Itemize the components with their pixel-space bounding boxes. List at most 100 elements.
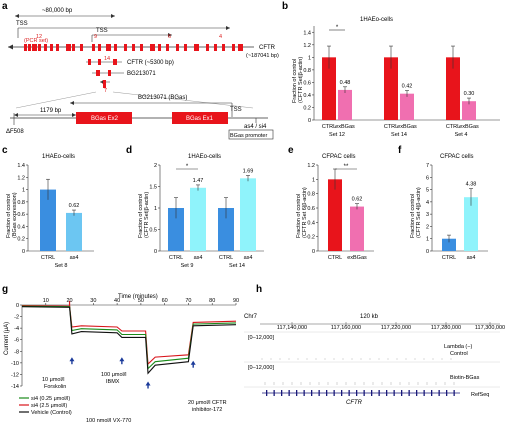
cftr-exon — [238, 44, 243, 51]
h-exon-mark — [371, 390, 373, 396]
y-tick-label: 0.4 — [303, 93, 311, 99]
delta-f508-label: ΔF508 — [6, 129, 24, 135]
h-exon-mark — [438, 390, 440, 396]
exon-number: 4 — [219, 34, 222, 40]
data-label: 1.69 — [243, 168, 254, 174]
panel-e: e CFPAC cells Fraction of control (CFTR S… — [288, 145, 374, 261]
g-x-tick-label: 80 — [209, 298, 215, 304]
g-annotation-inhibitor-2: inhibitor-172 — [192, 407, 222, 413]
bar-as4 — [66, 212, 82, 251]
tss-label-1: TSS — [16, 21, 28, 27]
y-tick-label: 0.6 — [303, 80, 311, 86]
h-coord-label: 117,280,000 — [431, 325, 461, 331]
bar-ctrl — [218, 208, 234, 251]
h-exon-mark — [386, 390, 388, 396]
cftr-exon — [44, 44, 47, 51]
bgas-detail-label: BG213071 (BGas) — [138, 95, 187, 101]
cftr-exon — [194, 44, 199, 51]
g-annotation-ibmx-1: 100 μmol/l — [101, 372, 127, 378]
chart-ylabel: Fraction of control — [6, 194, 12, 238]
bar-ctrl — [442, 238, 456, 251]
panel-f: f CFPAC cells Fraction of control (CFTR S… — [398, 145, 488, 261]
y-tick-label: 3 — [426, 212, 429, 218]
g-trace-vehicle — [21, 306, 237, 375]
h-coord-label: 117,140,000 — [277, 325, 307, 331]
y-tick-label: 1 — [154, 206, 157, 212]
cftr-exon — [72, 44, 75, 51]
cftr-exon — [132, 44, 135, 51]
cftr-exon — [38, 44, 41, 51]
g-x-tick-label: 10 — [43, 298, 49, 304]
panel-a: a ~80,000 bp TSS TSS (PCR set) 12 9 6 4 … — [2, 1, 279, 140]
tss-arrowhead-2 — [168, 33, 172, 37]
zoom-line — [15, 91, 97, 109]
y-tick-label: 0.8 — [17, 200, 25, 206]
bar-as4 — [240, 178, 256, 251]
g-annotation-arrowhead — [69, 357, 75, 362]
y-tick-label: 1.4 — [17, 163, 25, 169]
category-label: CTRL — [41, 255, 55, 261]
chart-title-c: 1HAEo-cells — [42, 154, 75, 160]
panel-label-d: d — [126, 145, 132, 156]
data-label: 0.62 — [69, 203, 80, 209]
h-exon-mark — [416, 390, 418, 396]
tss-arrowhead-1 — [226, 26, 230, 30]
bgas-ex1-box — [172, 112, 228, 124]
zoom-line — [112, 91, 254, 109]
h-coord-label: 117,220,000 — [381, 325, 411, 331]
y-tick-label: 5 — [426, 188, 429, 194]
panel-label-e: e — [288, 145, 294, 156]
bgas-ex2-box — [76, 112, 132, 124]
g-y-tick-label: -10 — [11, 361, 19, 367]
bar-as4 — [464, 197, 478, 251]
h-chr-label: Chr7 — [244, 314, 258, 320]
panel-h: h Chr7 120 kb 117,140,000 117,160,000 117,… — [244, 284, 505, 406]
y-tick-label: 1.2 — [17, 175, 25, 181]
y-tick-label: 0 — [22, 249, 25, 255]
h-exon-mark — [356, 390, 358, 396]
g-annotation-inhibitor-1: 20 μmol/l CFTR — [188, 400, 227, 406]
panel-label-a: a — [2, 1, 8, 12]
h-track2-label: Biotin-BGas — [450, 375, 480, 381]
span-label: ~80,000 bp — [42, 8, 73, 14]
panel-c: c 1HAEo-cells Fraction of control (BGas e… — [2, 145, 94, 269]
h-scale-label: 120 kb — [360, 314, 379, 320]
bar-exbgas — [350, 206, 364, 251]
legend-label: si4 (0.25 μmol/l) — [31, 396, 70, 402]
chart-ylabel: (CFTR Set 4|β-actin) — [416, 187, 422, 238]
category-label: exBGas — [459, 124, 479, 130]
y-tick-label: 2 — [154, 163, 157, 169]
bar-ctrl — [328, 179, 342, 251]
g-annotation-forskolin-1: 10 μmol/l — [42, 377, 64, 383]
bp-1179-label: 1179 bp — [40, 108, 62, 114]
chart-ylabel: Fraction of control — [292, 59, 298, 103]
group-label: Set 8 — [55, 263, 68, 269]
h-coordinates: 117,140,000 117,160,000 117,220,000 117,280… — [277, 322, 505, 331]
y-tick-label: 0.6 — [307, 206, 315, 212]
span-arrow-right — [111, 14, 115, 18]
y-tick-label: 1.2 — [307, 163, 315, 169]
g-y-tick-label: -2 — [14, 315, 19, 321]
cftr-exon — [24, 44, 27, 51]
h-exon-mark — [423, 390, 425, 396]
bg-exon — [103, 80, 106, 88]
y-tick-label: 0.4 — [17, 224, 25, 230]
category-label: CTRL — [328, 255, 342, 261]
h-exon-mark — [408, 390, 410, 396]
h-track1-label-2: Control — [450, 351, 468, 357]
cftr-exon — [166, 44, 169, 51]
cftr-gene-label: CFTR — [259, 45, 276, 51]
h-exon-mark — [401, 390, 403, 396]
cftr-short-label: CFTR (~5300 bp) — [127, 60, 174, 66]
cftr-exon — [106, 44, 111, 51]
bar-ctrl — [40, 189, 56, 251]
h-exon-mark — [363, 390, 365, 396]
panel-label-h: h — [256, 284, 262, 295]
cftr-length-label: (~187041 bp) — [246, 53, 279, 59]
y-tick-label: 7 — [426, 163, 429, 169]
pcr-set-label: (PCR set) — [24, 38, 48, 44]
group-label: Set 9 — [181, 263, 194, 269]
bar-ctrl — [384, 57, 398, 120]
h-exon-mark — [318, 390, 320, 396]
h-exon-mark — [431, 390, 433, 396]
